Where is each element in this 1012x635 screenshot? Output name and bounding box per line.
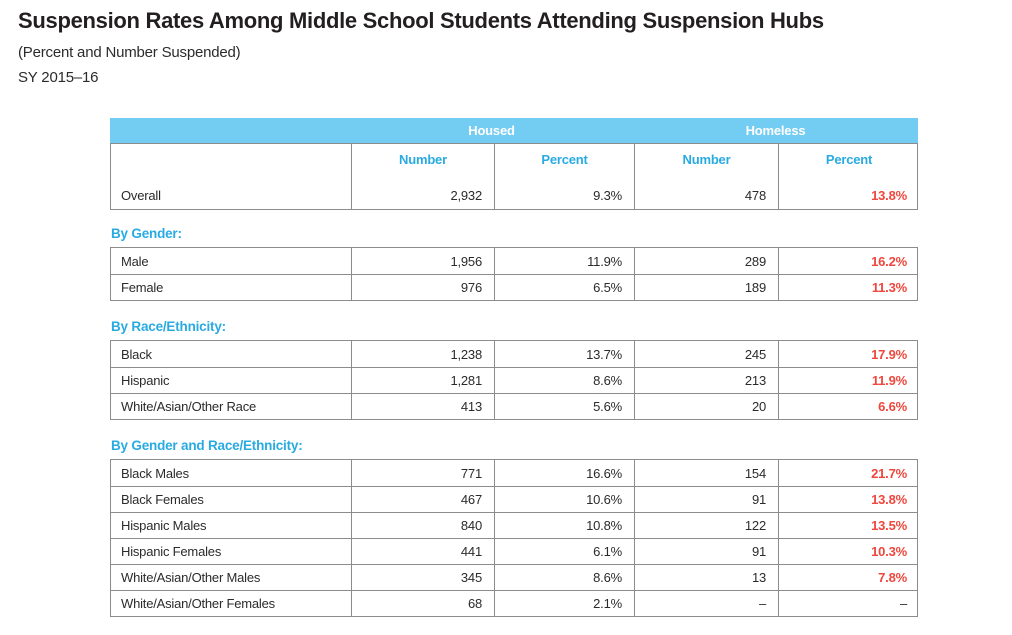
table-row-hispanic-males: Hispanic Males 840 10.8% 122 13.5% xyxy=(111,512,917,538)
column-header-housed-percent: Percent xyxy=(494,144,634,181)
homeless-percent-cell: 13.5% xyxy=(778,513,919,538)
homeless-number-cell: 91 xyxy=(634,539,778,564)
gender-race-table: Black Males 771 16.6% 154 21.7% Black Fe… xyxy=(110,459,918,617)
housed-number-cell: 345 xyxy=(351,565,494,590)
homeless-percent-cell: 6.6% xyxy=(778,394,919,419)
housed-number-cell: 68 xyxy=(351,591,494,616)
homeless-percent-cell: 16.2% xyxy=(778,248,919,274)
homeless-number-cell: 289 xyxy=(634,248,778,274)
table-row-white-asian-other: White/Asian/Other Race 413 5.6% 20 6.6% xyxy=(111,393,917,419)
table-row-black-males: Black Males 771 16.6% 154 21.7% xyxy=(111,460,917,486)
group-header-housed: Housed xyxy=(468,123,515,138)
housed-percent-cell: 8.6% xyxy=(494,565,634,590)
row-label: White/Asian/Other Females xyxy=(121,596,275,611)
housed-percent-cell: 8.6% xyxy=(494,368,634,393)
race-table: Black 1,238 13.7% 245 17.9% Hispanic 1,2… xyxy=(110,340,918,420)
table-row-hispanic: Hispanic 1,281 8.6% 213 11.9% xyxy=(111,367,917,393)
column-header-spacer xyxy=(111,144,351,181)
row-label: Female xyxy=(121,280,164,295)
table-row-female: Female 976 6.5% 189 11.3% xyxy=(111,274,917,300)
housed-number-cell: 976 xyxy=(351,275,494,300)
homeless-percent-cell: 17.9% xyxy=(778,341,919,367)
homeless-number-cell: 245 xyxy=(634,341,778,367)
band-spacer xyxy=(110,118,350,143)
housed-number-cell: 1,238 xyxy=(351,341,494,367)
overall-housed-percent: 9.3% xyxy=(494,181,634,209)
row-label: Black Males xyxy=(121,465,189,481)
page-subtitle: (Percent and Number Suspended) xyxy=(18,44,241,61)
homeless-percent-cell: – xyxy=(778,591,919,616)
housed-percent-cell: 2.1% xyxy=(494,591,634,616)
housed-percent-cell: 16.6% xyxy=(494,460,634,486)
section-heading-race: By Race/Ethnicity: xyxy=(111,319,226,334)
homeless-percent-cell: 11.9% xyxy=(778,368,919,393)
table-row-black-females: Black Females 467 10.6% 91 13.8% xyxy=(111,486,917,512)
table-row-black: Black 1,238 13.7% 245 17.9% xyxy=(111,341,917,367)
homeless-number-cell: 20 xyxy=(634,394,778,419)
homeless-percent-cell: 21.7% xyxy=(778,460,919,486)
homeless-number-cell: – xyxy=(634,591,778,616)
section-heading-gender-race: By Gender and Race/Ethnicity: xyxy=(111,438,303,453)
homeless-percent-cell: 10.3% xyxy=(778,539,919,564)
housed-percent-cell: 13.7% xyxy=(494,341,634,367)
homeless-number-cell: 13 xyxy=(634,565,778,590)
housed-number-cell: 771 xyxy=(351,460,494,486)
housed-number-cell: 840 xyxy=(351,513,494,538)
column-header-homeless-number: Number xyxy=(634,144,778,181)
housed-number-cell: 1,281 xyxy=(351,368,494,393)
row-label: White/Asian/Other Males xyxy=(121,570,261,585)
homeless-number-cell: 189 xyxy=(634,275,778,300)
housed-percent-cell: 5.6% xyxy=(494,394,634,419)
group-header-homeless: Homeless xyxy=(745,123,806,138)
homeless-number-cell: 122 xyxy=(634,513,778,538)
housed-percent-cell: 10.6% xyxy=(494,487,634,512)
overall-block: Number Percent Number Percent Overall 2,… xyxy=(110,143,918,210)
row-label: White/Asian/Other Race xyxy=(121,399,257,414)
housed-number-cell: 441 xyxy=(351,539,494,564)
housed-number-cell: 413 xyxy=(351,394,494,419)
table-row-white-asian-other-females: White/Asian/Other Females 68 2.1% – – xyxy=(111,590,917,616)
section-heading-gender: By Gender: xyxy=(111,226,182,241)
homeless-number-cell: 91 xyxy=(634,487,778,512)
overall-housed-number: 2,932 xyxy=(351,181,494,209)
column-header-housed-number: Number xyxy=(351,144,494,181)
overall-homeless-percent: 13.8% xyxy=(778,181,919,209)
school-year-label: SY 2015–16 xyxy=(18,69,99,86)
overall-homeless-number: 478 xyxy=(634,181,778,209)
row-label: Male xyxy=(121,253,149,269)
page-title: Suspension Rates Among Middle School Stu… xyxy=(18,8,824,33)
gender-table: Male 1,956 11.9% 289 16.2% Female 976 6.… xyxy=(110,247,918,301)
homeless-percent-cell: 7.8% xyxy=(778,565,919,590)
row-label: Hispanic Males xyxy=(121,518,207,533)
homeless-percent-cell: 11.3% xyxy=(778,275,919,300)
housed-number-cell: 1,956 xyxy=(351,248,494,274)
row-label: Black xyxy=(121,346,152,362)
suspension-rates-table: Housed Homeless Number Percent Number Pe… xyxy=(110,118,918,617)
homeless-number-cell: 213 xyxy=(634,368,778,393)
housed-percent-cell: 6.1% xyxy=(494,539,634,564)
column-header-homeless-percent: Percent xyxy=(778,144,919,181)
table-row-hispanic-females: Hispanic Females 441 6.1% 91 10.3% xyxy=(111,538,917,564)
homeless-number-cell: 154 xyxy=(634,460,778,486)
housed-percent-cell: 10.8% xyxy=(494,513,634,538)
homeless-percent-cell: 13.8% xyxy=(778,487,919,512)
group-header-band: Housed Homeless xyxy=(110,118,918,143)
row-label: Hispanic Females xyxy=(121,544,222,559)
row-label: Black Females xyxy=(121,492,204,507)
row-label: Hispanic xyxy=(121,373,170,388)
housed-number-cell: 467 xyxy=(351,487,494,512)
housed-percent-cell: 11.9% xyxy=(494,248,634,274)
overall-row-label: Overall xyxy=(121,187,161,203)
table-row-male: Male 1,956 11.9% 289 16.2% xyxy=(111,248,917,274)
housed-percent-cell: 6.5% xyxy=(494,275,634,300)
table-row-white-asian-other-males: White/Asian/Other Males 345 8.6% 13 7.8% xyxy=(111,564,917,590)
